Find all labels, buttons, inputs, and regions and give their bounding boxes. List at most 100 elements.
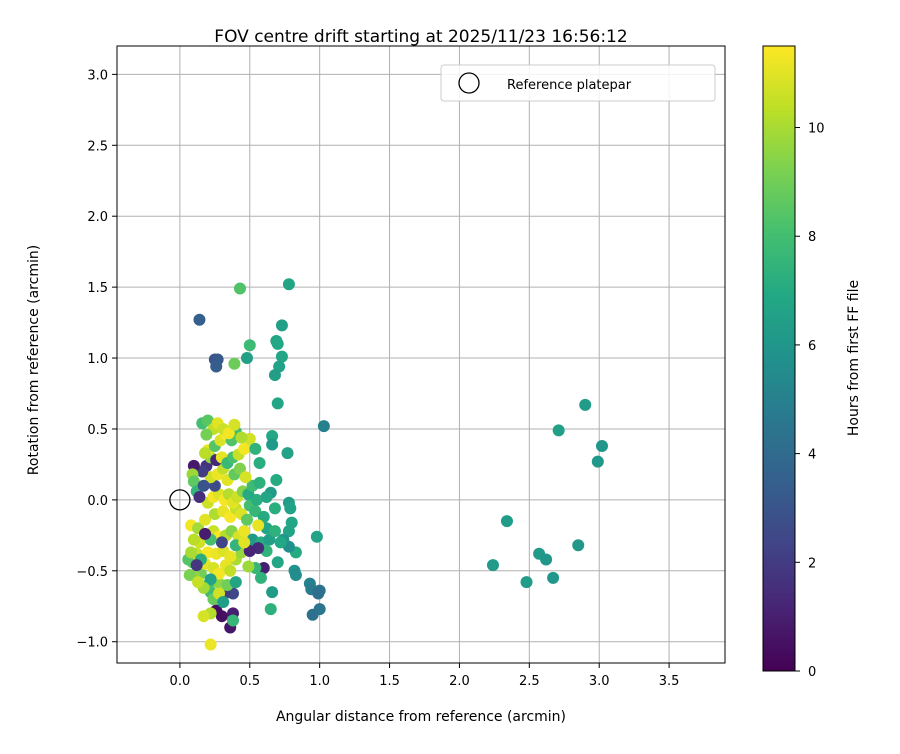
data-point xyxy=(240,352,253,365)
data-point xyxy=(197,610,210,623)
colorbar-tick-label: 4 xyxy=(808,448,816,463)
data-point xyxy=(263,533,276,546)
colorbar-tick-label: 0 xyxy=(808,665,816,680)
y-tick-label: 1.5 xyxy=(87,281,108,296)
colorbar-tick-label: 6 xyxy=(808,339,816,354)
data-point xyxy=(199,527,212,540)
y-tick-label: 2.0 xyxy=(87,210,108,225)
data-point xyxy=(185,546,198,559)
data-point xyxy=(238,536,251,549)
data-point xyxy=(249,442,262,455)
data-point xyxy=(268,502,281,515)
chart-title: FOV centre drift starting at 2025/11/23 … xyxy=(214,27,627,47)
data-point xyxy=(197,479,210,492)
data-point xyxy=(228,418,241,431)
data-point xyxy=(199,447,212,460)
data-point xyxy=(547,571,560,584)
reference-platepar-marker xyxy=(169,489,191,511)
data-point xyxy=(227,614,240,627)
data-point xyxy=(266,438,279,451)
data-point xyxy=(306,608,319,621)
colorbar-label: Hours from first FF file xyxy=(846,280,862,436)
colorbar-tick-label: 8 xyxy=(808,230,816,245)
data-point xyxy=(193,491,206,504)
data-point xyxy=(591,455,604,468)
data-point xyxy=(210,360,223,373)
data-point xyxy=(190,559,203,572)
legend-marker xyxy=(458,72,480,94)
data-point xyxy=(284,502,297,515)
data-point xyxy=(224,510,237,523)
data-point xyxy=(240,513,253,526)
legend-label: Reference platepar xyxy=(507,78,632,93)
data-point xyxy=(572,539,585,552)
data-point xyxy=(257,561,270,574)
y-axis-ticks: −1.0 −0.5 0.0 0.5 1.0 1.5 2.0 2.5 3.0 xyxy=(76,68,117,651)
data-point xyxy=(224,550,237,563)
legend-box xyxy=(440,64,716,102)
y-tick-label: 0.5 xyxy=(87,423,108,438)
plot-frame xyxy=(116,45,726,664)
x-tick-label: 1.5 xyxy=(379,674,400,689)
data-points xyxy=(182,278,609,651)
data-point xyxy=(215,536,228,549)
data-point xyxy=(242,560,255,573)
y-tick-label: −1.0 xyxy=(76,636,108,651)
data-point xyxy=(243,339,256,352)
data-point xyxy=(260,491,273,504)
x-tick-label: 1.0 xyxy=(309,674,330,689)
data-point xyxy=(187,533,200,546)
data-point xyxy=(253,457,266,470)
data-point xyxy=(200,428,213,441)
data-point xyxy=(289,569,302,582)
data-point xyxy=(233,282,246,295)
y-axis-label: Rotation from reference (arcmin) xyxy=(26,245,42,475)
data-point xyxy=(252,519,265,532)
data-point xyxy=(281,447,294,460)
x-tick-label: 3.5 xyxy=(659,674,680,689)
x-tick-label: 2.5 xyxy=(519,674,540,689)
data-point xyxy=(250,493,263,506)
data-point xyxy=(224,564,237,577)
colorbar-ticks: 0 2 4 6 8 10 xyxy=(795,122,825,680)
y-tick-label: −0.5 xyxy=(76,565,108,580)
data-point xyxy=(486,559,499,572)
data-point xyxy=(254,571,267,584)
grid xyxy=(117,46,725,663)
data-point xyxy=(238,525,251,538)
reference-marker-layer xyxy=(169,489,191,511)
data-point xyxy=(204,638,217,651)
data-point xyxy=(257,510,270,523)
x-tick-label: 0.0 xyxy=(170,674,191,689)
data-point xyxy=(317,420,330,433)
data-point xyxy=(552,424,565,437)
data-point xyxy=(239,471,252,484)
data-point xyxy=(540,553,553,566)
data-point xyxy=(266,586,279,599)
data-point xyxy=(222,427,235,440)
data-point xyxy=(213,567,226,580)
y-tick-label: 2.5 xyxy=(87,139,108,154)
data-point xyxy=(271,556,284,569)
x-tick-label: 0.5 xyxy=(239,674,260,689)
data-point xyxy=(310,530,323,543)
data-point xyxy=(229,576,242,589)
x-tick-label: 2.0 xyxy=(449,674,470,689)
data-point xyxy=(228,357,241,370)
data-point xyxy=(249,505,262,518)
data-point xyxy=(500,515,513,528)
data-point xyxy=(192,576,205,589)
data-point xyxy=(183,569,196,582)
colorbar-tick-label: 10 xyxy=(808,122,825,137)
data-point xyxy=(217,596,230,609)
data-point xyxy=(264,603,277,616)
data-point xyxy=(268,525,281,538)
legend: Reference platepar xyxy=(440,64,716,102)
data-point xyxy=(187,475,200,488)
data-point xyxy=(271,337,284,350)
data-point xyxy=(253,476,266,489)
data-point xyxy=(282,525,295,538)
data-point xyxy=(204,573,217,586)
data-point xyxy=(275,319,288,332)
